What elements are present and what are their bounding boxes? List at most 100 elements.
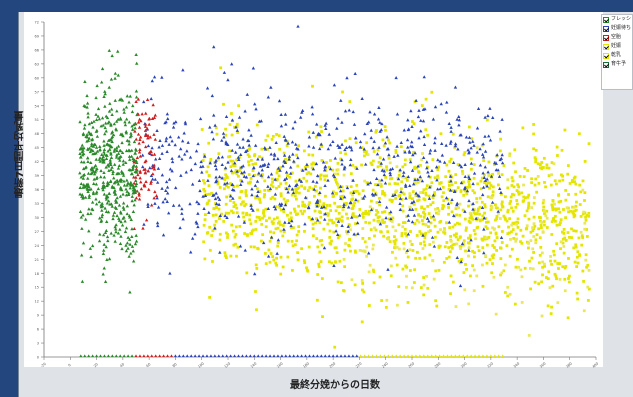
data-point: [279, 223, 282, 227]
data-point: [547, 174, 551, 178]
data-point: [542, 198, 546, 202]
data-point: [550, 203, 554, 207]
data-point: [137, 197, 142, 201]
data-point: [203, 181, 206, 185]
data-point: [118, 148, 122, 153]
data-point: [395, 112, 400, 116]
checkbox-icon[interactable]: [603, 52, 609, 59]
data-point: [389, 274, 393, 278]
data-point: [354, 233, 358, 237]
data-point: [417, 170, 420, 174]
data-point: [276, 168, 280, 172]
data-point: [354, 136, 358, 140]
data-point: [352, 215, 356, 219]
data-point: [481, 354, 485, 357]
data-point: [137, 193, 141, 197]
data-point: [424, 193, 428, 197]
data-point: [100, 208, 104, 212]
data-point: [285, 144, 289, 148]
data-point: [118, 194, 123, 198]
data-point: [427, 225, 430, 229]
data-point: [558, 221, 562, 224]
data-point: [217, 197, 222, 201]
checkbox-icon[interactable]: [603, 25, 609, 32]
data-point: [102, 242, 106, 246]
checkbox-icon[interactable]: [603, 43, 609, 50]
data-point: [109, 107, 114, 111]
data-point: [113, 205, 118, 209]
data-point: [275, 251, 279, 255]
data-point: [460, 258, 463, 261]
data-point: [351, 190, 356, 195]
data-point: [381, 138, 385, 142]
data-point: [213, 123, 217, 127]
data-point: [488, 258, 492, 262]
data-point: [186, 140, 190, 144]
data-point: [373, 234, 376, 238]
checkbox-icon[interactable]: [603, 34, 609, 41]
legend-item-waiting[interactable]: 妊娠待ち: [602, 24, 632, 33]
data-point: [247, 160, 250, 164]
data-point: [333, 201, 337, 205]
data-point: [287, 218, 291, 221]
data-point: [485, 227, 489, 231]
data-point: [381, 218, 385, 222]
data-point: [405, 234, 409, 238]
data-point: [195, 200, 199, 204]
data-point: [563, 128, 567, 132]
data-point: [582, 210, 586, 214]
data-point: [449, 129, 453, 133]
data-point: [468, 140, 472, 144]
legend-item-fresh[interactable]: フレッシ: [602, 15, 632, 24]
legend-item-open[interactable]: 空胎: [602, 33, 632, 42]
data-point: [309, 172, 313, 176]
data-point: [471, 182, 475, 186]
data-point: [306, 205, 311, 209]
data-point: [453, 144, 458, 148]
data-point: [203, 193, 208, 197]
data-point: [221, 354, 225, 357]
checkbox-icon[interactable]: [603, 61, 609, 68]
data-point: [141, 226, 145, 230]
data-point: [324, 206, 328, 210]
data-point: [492, 275, 496, 279]
checkbox-icon[interactable]: [603, 16, 609, 23]
data-point: [100, 204, 105, 208]
data-point: [100, 67, 105, 71]
data-point: [282, 153, 287, 157]
data-point: [234, 233, 238, 236]
data-point: [117, 98, 122, 102]
data-point: [87, 130, 91, 134]
data-point: [311, 179, 315, 183]
legend-item-heifer[interactable]: 育牛予: [602, 60, 632, 69]
data-point: [408, 160, 413, 164]
data-point: [392, 235, 396, 239]
data-point: [418, 175, 422, 179]
data-point: [376, 165, 380, 169]
data-point: [347, 354, 351, 357]
data-point: [346, 216, 350, 220]
data-point: [276, 156, 280, 161]
data-point: [369, 161, 373, 165]
data-point: [431, 193, 436, 197]
legend-item-dry[interactable]: 乾乳: [602, 51, 632, 60]
data-point: [114, 227, 118, 231]
data-point: [94, 117, 99, 122]
data-point: [86, 189, 90, 193]
data-point: [185, 149, 189, 153]
data-point: [509, 238, 512, 241]
data-point: [91, 148, 95, 152]
data-point: [527, 241, 530, 245]
data-point: [86, 138, 91, 142]
data-point: [422, 283, 426, 287]
data-point: [292, 207, 296, 211]
data-point: [266, 254, 271, 258]
data-point: [366, 153, 370, 157]
data-point: [114, 146, 119, 150]
data-point: [364, 150, 368, 154]
data-point: [275, 178, 279, 182]
data-point: [270, 220, 274, 224]
data-point: [457, 259, 461, 263]
data-point: [134, 95, 139, 99]
legend-item-pregnant[interactable]: 妊娠: [602, 42, 632, 51]
